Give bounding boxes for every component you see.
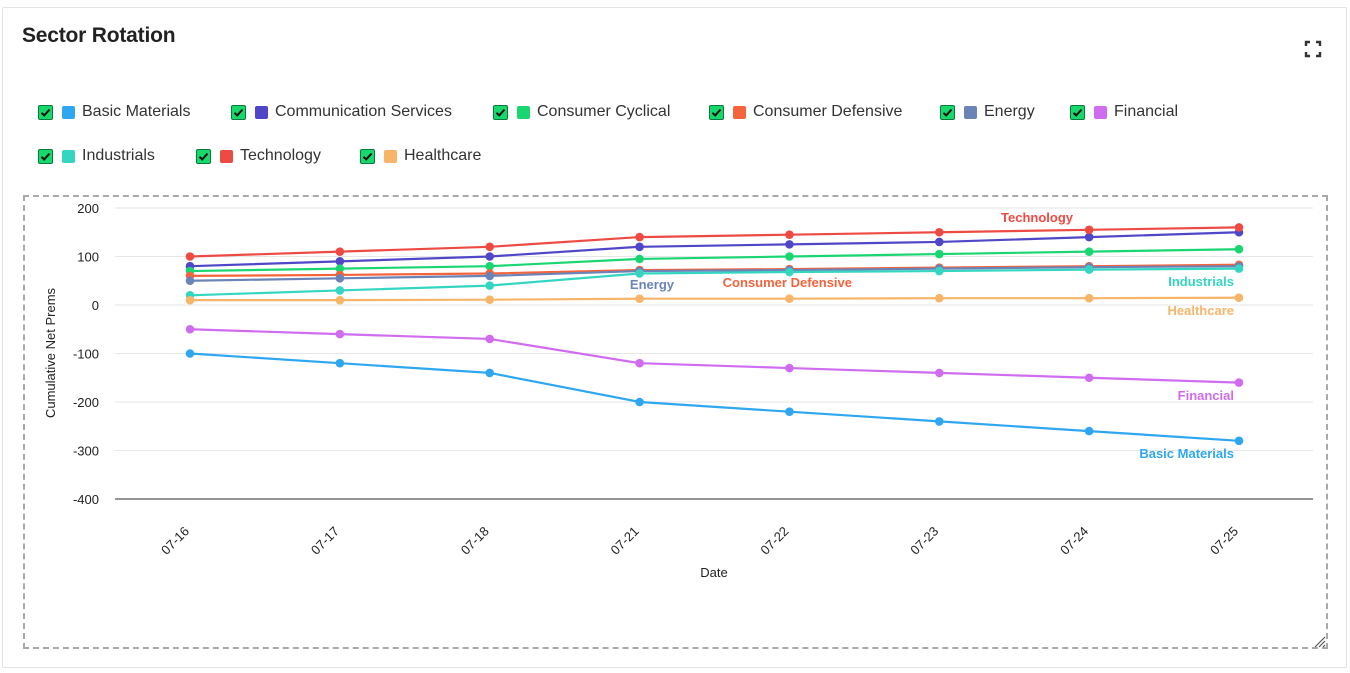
legend-checkbox[interactable]	[709, 104, 724, 120]
legend-label: Financial	[1114, 103, 1179, 120]
legend-label: Energy	[984, 103, 1035, 120]
resize-grip-icon[interactable]	[1312, 634, 1326, 648]
legend-checkbox[interactable]	[38, 148, 53, 164]
legend-item-technology[interactable]: Technology	[196, 145, 321, 167]
legend-swatch	[517, 105, 530, 119]
legend-item-financial[interactable]: Financial	[1070, 101, 1178, 123]
legend-label: Communication Services	[275, 103, 452, 120]
legend-checkbox[interactable]	[231, 104, 246, 120]
legend-checkbox[interactable]	[493, 104, 508, 120]
legend-label: Consumer Defensive	[753, 103, 903, 120]
legend-swatch	[255, 105, 268, 119]
legend-item-industrials[interactable]: Industrials	[38, 145, 155, 167]
legend-swatch	[220, 149, 233, 163]
legend-item-consumer-defensive[interactable]: Consumer Defensive	[709, 101, 902, 123]
legend-swatch	[62, 149, 75, 163]
legend-item-healthcare[interactable]: Healthcare	[360, 145, 481, 167]
legend-label: Technology	[240, 147, 321, 164]
chart-frame	[23, 195, 1328, 649]
legend-checkbox[interactable]	[38, 104, 53, 120]
legend-checkbox[interactable]	[360, 148, 375, 164]
legend-label: Industrials	[82, 147, 155, 164]
legend-swatch	[62, 105, 75, 119]
legend-swatch	[1094, 105, 1107, 119]
legend-label: Basic Materials	[82, 103, 191, 120]
legend-swatch	[384, 149, 397, 163]
legend-checkbox[interactable]	[1070, 104, 1085, 120]
legend-checkbox[interactable]	[196, 148, 211, 164]
widget-title: Sector Rotation	[22, 24, 176, 47]
legend-swatch	[733, 105, 746, 119]
legend-label: Consumer Cyclical	[537, 103, 671, 120]
legend-item-communication-services[interactable]: Communication Services	[231, 101, 452, 123]
legend-swatch	[964, 105, 977, 119]
legend-item-energy[interactable]: Energy	[940, 101, 1035, 123]
legend-checkbox[interactable]	[940, 104, 955, 120]
legend-label: Healthcare	[404, 147, 482, 164]
expand-icon[interactable]	[1302, 38, 1324, 60]
legend-item-basic-materials[interactable]: Basic Materials	[38, 101, 190, 123]
legend-item-consumer-cyclical[interactable]: Consumer Cyclical	[493, 101, 670, 123]
